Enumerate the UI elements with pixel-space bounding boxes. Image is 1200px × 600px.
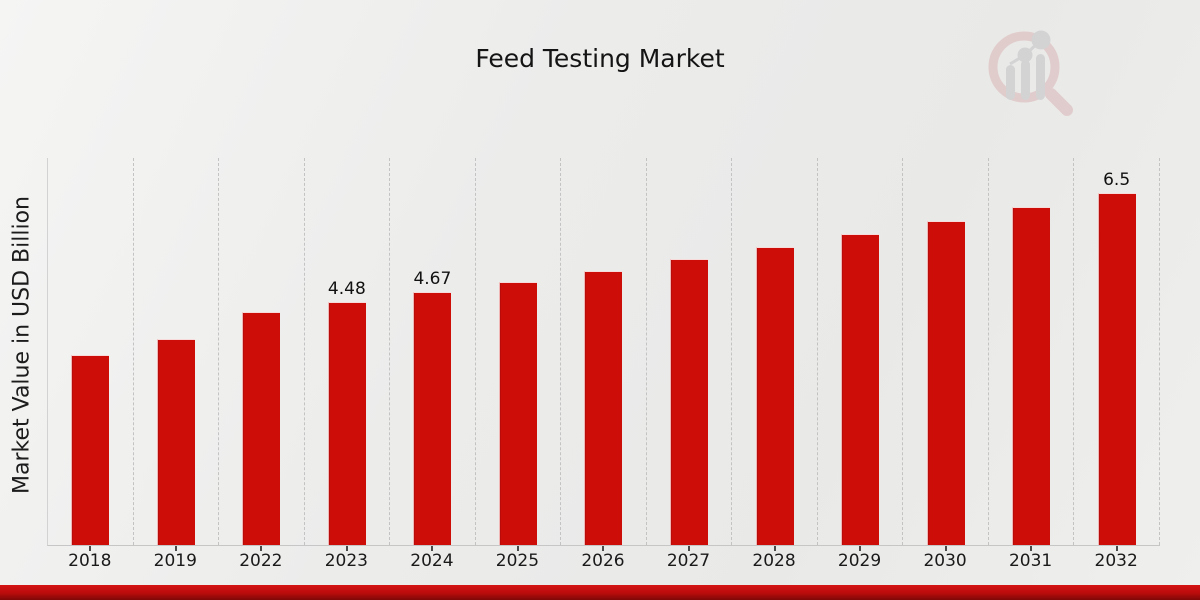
category-cell-2018 — [48, 158, 134, 551]
bar-2025 — [498, 282, 537, 545]
x-axis-tick — [89, 546, 92, 551]
category-cell-2029 — [818, 158, 904, 551]
category-cell-2022 — [219, 158, 305, 551]
category-cell-2023: 4.48 — [305, 158, 391, 551]
x-axis-label-2031: 2031 — [1008, 551, 1053, 571]
x-axis-tick — [516, 546, 519, 551]
x-axis-label-2030: 2030 — [923, 551, 967, 571]
category-cell-2024: 4.67 — [390, 158, 476, 551]
bar-2022 — [242, 312, 281, 545]
category-cell-2025 — [476, 158, 562, 551]
category-cell-2027 — [647, 158, 733, 551]
x-axis-label-2026: 2026 — [581, 551, 625, 571]
chart-title: Feed Testing Market — [475, 44, 725, 73]
footer-band — [0, 585, 1200, 600]
category-cell-2019 — [134, 158, 220, 551]
bar-2026 — [584, 271, 623, 545]
category-cell-2032: 6.5 — [1074, 158, 1160, 551]
bar-2031 — [1012, 207, 1051, 545]
x-axis-label-2022: 2022 — [239, 551, 283, 571]
bar-2030 — [926, 221, 965, 545]
x-axis-tick — [859, 546, 862, 551]
x-axis-label-2032: 2032 — [1094, 551, 1138, 571]
x-axis-tick — [260, 546, 263, 551]
magnifier-bar-chart-logo-icon — [988, 30, 1073, 116]
bar-value-label-2023: 4.48 — [327, 279, 366, 299]
x-axis-label-2028: 2028 — [752, 551, 796, 571]
bar-value-label-2032: 6.5 — [1103, 170, 1131, 190]
x-axis-label-2025: 2025 — [495, 551, 540, 571]
x-axis-tick — [174, 546, 177, 551]
y-axis-label: Market Value in USD Billion — [9, 195, 35, 495]
x-axis-label-2023: 2023 — [324, 551, 368, 571]
x-axis-tick — [1030, 546, 1033, 551]
x-axis-tick — [773, 546, 776, 551]
bar-2019 — [156, 339, 195, 545]
x-axis-tick — [944, 546, 947, 551]
x-axis-label-2019: 2019 — [153, 551, 197, 571]
x-axis-labels: 2018 2019 2022 2023 2024 2025 2026 2027 2028 2029… — [47, 551, 1159, 571]
bar-2032 — [1097, 193, 1136, 545]
x-axis-tick — [602, 546, 605, 551]
bar-2028 — [755, 247, 794, 545]
x-axis-tick — [687, 546, 690, 551]
x-axis-label-2024: 2024 — [410, 551, 454, 571]
bar-2023 — [327, 302, 366, 545]
x-axis-tick — [1115, 546, 1118, 551]
category-cell-2031 — [989, 158, 1075, 551]
category-cell-2026 — [561, 158, 647, 551]
x-axis-label-2027: 2027 — [666, 551, 711, 571]
x-axis-tick — [345, 546, 348, 551]
category-cell-2030 — [903, 158, 989, 551]
bar-2024 — [413, 292, 452, 545]
bar-value-label-2024: 4.67 — [413, 269, 452, 289]
bar-2018 — [71, 355, 110, 545]
x-axis-label-2029: 2029 — [837, 551, 882, 571]
bar-2029 — [841, 234, 880, 545]
x-axis-label-2018: 2018 — [68, 551, 112, 571]
bar-2027 — [669, 259, 708, 545]
x-axis-tick — [431, 546, 434, 551]
plot-area: 4.48 4.67 6.5 — [47, 158, 1160, 551]
category-cell-2028 — [732, 158, 818, 551]
